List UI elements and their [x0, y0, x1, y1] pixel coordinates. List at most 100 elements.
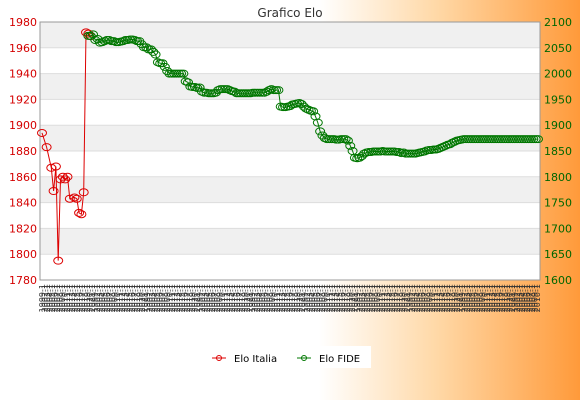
x-tick-label: 2004-1: [518, 284, 527, 312]
elo-fide-point: [189, 83, 200, 92]
x-tick-label: 2015-1: [388, 284, 397, 312]
x-tick-label: 2010-1: [218, 284, 227, 312]
elo-italia-point: [48, 186, 59, 195]
x-tick-label: 2010-1: [481, 284, 490, 312]
x-tick-label: 2011-1: [326, 284, 335, 312]
x-tick-label: 2004-1: [256, 284, 265, 312]
x-tick-label: 2016-1: [128, 284, 137, 312]
x-tick-label: 2013-1: [68, 284, 77, 312]
plot-frame: [39, 21, 541, 281]
x-tick-label: 2003-1: [201, 284, 210, 312]
left-tick-label: 1780: [9, 274, 37, 287]
right-tick-label: 1950: [544, 93, 572, 106]
grid-band: [40, 125, 540, 151]
x-tick-label: 2017-1: [393, 284, 402, 312]
x-tick-label: 2011-1: [273, 284, 282, 312]
elo-italia-point: [41, 143, 52, 152]
x-tick-label: 2002-1: [356, 284, 365, 312]
x-tick-label: 2010-1: [166, 284, 175, 312]
x-tick-label: 2010-1: [323, 284, 332, 312]
x-tick-label: 2010-1: [113, 284, 122, 312]
x-tick-label: 2020-1: [243, 284, 252, 312]
elo-italia-point: [37, 128, 47, 137]
left-tick-label: 1820: [9, 222, 37, 235]
left-tick-label: 1900: [9, 119, 37, 132]
elo-fide-point: [229, 87, 240, 96]
x-tick-label: 1999-1: [458, 284, 467, 312]
elo-fide-point: [393, 148, 404, 157]
x-tick-label: 2007-1: [106, 284, 115, 312]
right-tick-label: 1850: [544, 145, 572, 158]
x-tick-label: 2009-1: [531, 284, 540, 312]
elo-fide-point: [449, 137, 460, 146]
x-tick-label: 2016-1: [443, 284, 452, 312]
x-tick-label: 2009-1: [478, 284, 487, 312]
x-tick-label: 2013-1: [278, 284, 287, 312]
x-tick-label: 2018-1: [291, 284, 300, 312]
legend-label: Elo Italia: [234, 354, 277, 365]
x-tick-label: 2020-1: [191, 284, 200, 312]
x-tick-label: 2012-1: [433, 284, 442, 312]
x-tick-label: 2003-1: [463, 284, 472, 312]
x-tick-label: 2007-1: [263, 284, 272, 312]
x-tick-label: 2018-1: [448, 284, 457, 312]
elo-fide-point: [196, 87, 207, 96]
elo-fide-point: [152, 58, 163, 67]
x-tick-label: 2017-1: [131, 284, 140, 312]
x-tick-label: 2012-1: [276, 284, 285, 312]
x-tick-label: 2019-1: [241, 284, 250, 312]
x-tick-label: 2021-1: [508, 284, 517, 312]
x-tick-label: 2014-1: [281, 284, 290, 312]
x-tick-label: 2006-1: [313, 284, 322, 312]
x-tick-label: 2007-1: [473, 284, 482, 312]
x-tick-label: 2009-1: [163, 284, 172, 312]
legend-box: [205, 346, 371, 368]
x-tick-label: 2018-1: [343, 284, 352, 312]
grid-band: [40, 228, 540, 255]
x-tick-label: 2008-1: [56, 284, 65, 312]
x-tick-label: 2017-1: [183, 284, 192, 312]
x-tick-label: 2004-1: [203, 284, 212, 312]
x-tick-label: 2014-1: [228, 284, 237, 312]
x-tick-label: 2012-1: [486, 284, 495, 312]
x-tick-label: 2007-1: [421, 284, 430, 312]
x-tick-label: 2015-1: [336, 284, 345, 312]
elo-fide-point: [180, 77, 191, 86]
x-tick-label: 2010-1: [533, 284, 542, 312]
elo-italia-point: [57, 172, 68, 181]
x-tick-label: 2020-1: [453, 284, 462, 312]
x-tick-label: 2019-1: [83, 284, 92, 312]
right-tick-label: 1600: [544, 274, 572, 287]
x-tick-label: 2003-1: [516, 284, 525, 312]
x-tick-label: 2013-1: [383, 284, 392, 312]
x-tick-label: 2009-1: [321, 284, 330, 312]
x-tick-label: 2002-1: [41, 284, 50, 312]
x-tick-label: 2004-1: [308, 284, 317, 312]
elo-italia-point: [62, 172, 73, 181]
left-tick-label: 1800: [9, 248, 37, 261]
x-tick-label: 1999-1: [196, 284, 205, 312]
x-tick-label: 2016-1: [286, 284, 295, 312]
x-tick-label: 2003-1: [358, 284, 367, 312]
x-tick-label: 2020-1: [348, 284, 357, 312]
x-tick-label: 2004-1: [466, 284, 475, 312]
elo-fide-point: [342, 136, 353, 145]
x-tick-label: 2021-1: [88, 284, 97, 312]
x-tick-label: 1999-1: [143, 284, 152, 312]
legend-marker: [301, 355, 307, 361]
right-tick-label: 1650: [544, 248, 572, 261]
x-tick-label: 2009-1: [268, 284, 277, 312]
left-tick-label: 1960: [9, 42, 37, 55]
x-tick-label: 2004-1: [46, 284, 55, 312]
x-tick-label: 2015-1: [178, 284, 187, 312]
elo-fide-point: [150, 50, 161, 59]
x-tick-label: 2016-1: [233, 284, 242, 312]
elo-italia-point: [60, 175, 71, 184]
x-tick-label: 2017-1: [498, 284, 507, 312]
x-tick-label: 2006-1: [418, 284, 427, 312]
left-tick-label: 1920: [9, 93, 37, 106]
right-tick-label: 1800: [544, 171, 572, 184]
x-tick-label: 2012-1: [223, 284, 232, 312]
right-tick-label: 1750: [544, 197, 572, 210]
elo-fide-point: [273, 86, 284, 95]
